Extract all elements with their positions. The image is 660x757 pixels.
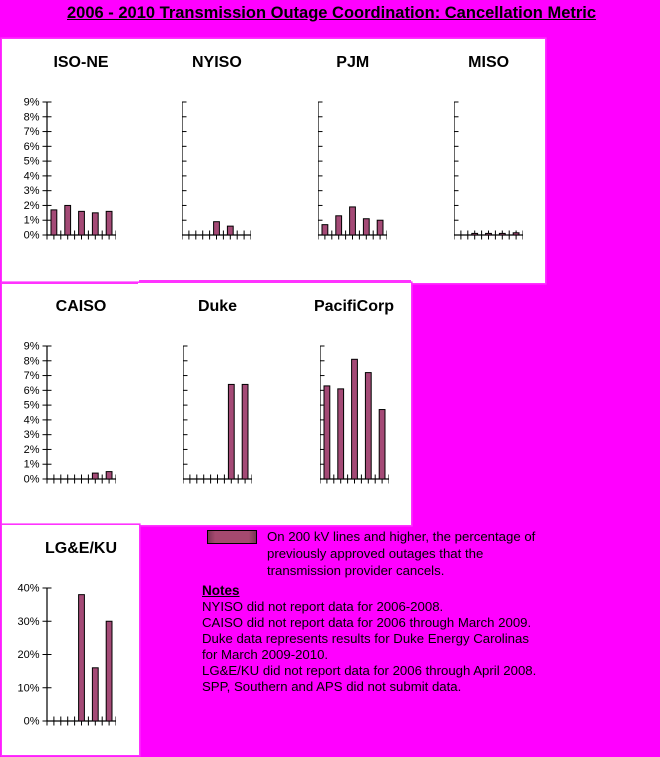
svg-text:0%: 0%	[23, 230, 39, 242]
svg-text:20%: 20%	[17, 649, 39, 661]
svg-text:6%: 6%	[23, 385, 39, 397]
svg-text:3%: 3%	[23, 185, 39, 197]
svg-text:40%: 40%	[17, 583, 39, 595]
svg-text:5%: 5%	[23, 400, 39, 412]
svg-text:2%: 2%	[23, 444, 39, 456]
svg-text:3%: 3%	[23, 429, 39, 441]
svg-text:8%: 8%	[23, 355, 39, 367]
svg-text:0%: 0%	[23, 715, 39, 727]
svg-text:10%: 10%	[17, 682, 39, 694]
svg-text:2%: 2%	[23, 200, 39, 212]
svg-text:1%: 1%	[23, 215, 39, 227]
svg-text:9%: 9%	[23, 341, 39, 353]
svg-text:4%: 4%	[23, 170, 39, 182]
svg-text:0%: 0%	[23, 474, 39, 486]
svg-text:4%: 4%	[23, 414, 39, 426]
svg-text:30%: 30%	[17, 615, 39, 627]
svg-text:8%: 8%	[23, 111, 39, 123]
svg-text:5%: 5%	[23, 156, 39, 168]
svg-text:7%: 7%	[23, 126, 39, 138]
svg-text:6%: 6%	[23, 141, 39, 153]
svg-text:7%: 7%	[23, 370, 39, 382]
svg-text:9%: 9%	[23, 97, 39, 109]
svg-text:1%: 1%	[23, 459, 39, 471]
